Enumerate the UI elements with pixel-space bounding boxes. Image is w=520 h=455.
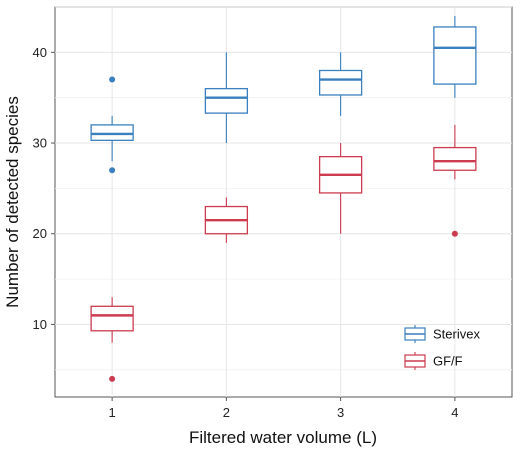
outlier-point [109,167,116,174]
legend: Sterivex GF/F [404,325,480,370]
y-tick-label: 20 [33,226,47,241]
x-axis-title: Filtered water volume (L) [189,428,377,447]
legend-label: GF/F [433,354,463,369]
box-sterivex-4 [433,16,477,98]
x-tick-label: 3 [337,405,344,420]
box-gf-f-1 [90,297,134,382]
x-tick-label: 2 [223,405,230,420]
legend-item-gf-f: GF/F [404,352,463,370]
box-body [433,146,477,171]
box-body [204,87,249,114]
axis-layer: 10 20 30 40 1 2 3 4 [33,45,459,420]
outlier-point [451,230,458,237]
box-layer [90,16,477,382]
box-sterivex-1 [90,76,134,174]
box-sterivex-3 [318,52,363,116]
legend-label: Sterivex [433,327,480,342]
box-body [318,69,363,96]
box-gf-f-4 [433,124,477,237]
legend-item-sterivex: Sterivex [404,325,480,343]
box-body [90,124,134,141]
y-axis-title: Number of detected species [3,96,22,308]
y-tick-label: 10 [33,317,47,332]
box-body [433,26,477,85]
outlier-point [109,76,116,83]
x-tick-label: 1 [109,405,116,420]
box-gf-f-2 [204,197,249,243]
y-tick-label: 40 [33,45,47,60]
x-tick-label: 4 [451,405,458,420]
box-sterivex-2 [204,52,249,144]
box-gf-f-3 [318,143,363,234]
box-body [90,305,134,332]
y-tick-label: 30 [33,136,47,151]
outlier-point [109,375,116,382]
